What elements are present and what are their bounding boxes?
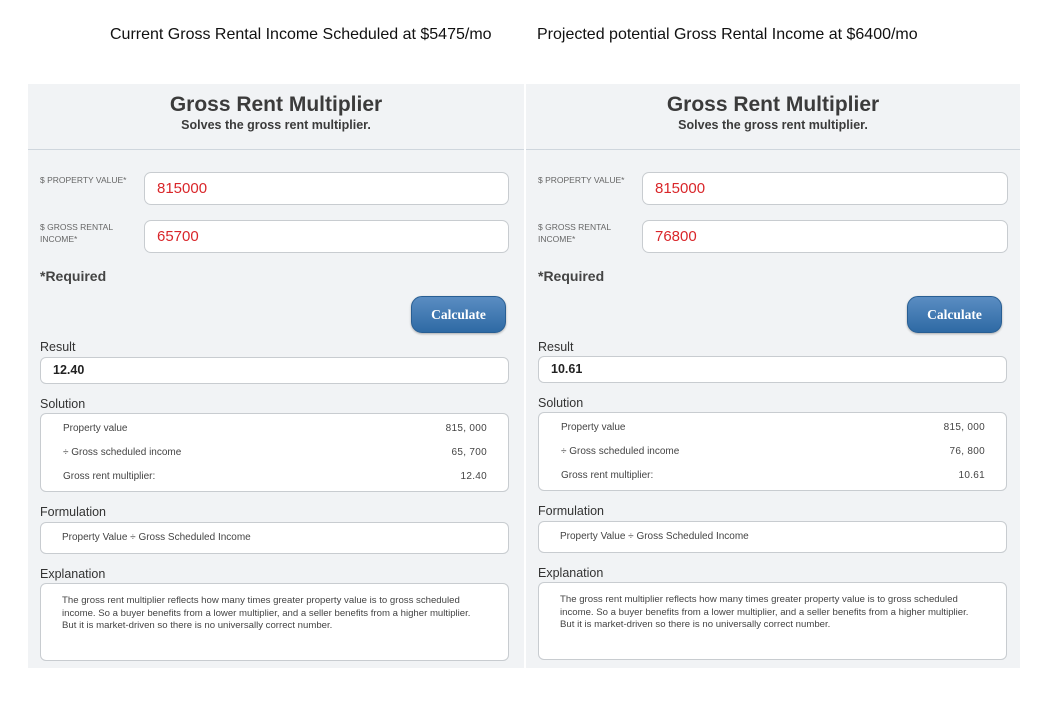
solution-row-gross-income: ÷ Gross scheduled income 65, 700: [41, 441, 508, 465]
required-note: *Required: [40, 268, 107, 284]
property-value-label: $ PROPERTY VALUE*: [538, 175, 625, 185]
property-value-label: $ PROPERTY VALUE*: [40, 175, 127, 185]
gross-income-label: $ GROSS RENTAL INCOME*: [538, 222, 611, 244]
formulation-label: Formulation: [40, 505, 106, 519]
calculator-panel-current: Gross Rent Multiplier Solves the gross r…: [28, 84, 524, 668]
result-label: Result: [40, 340, 76, 354]
solution-row-value: 815, 000: [445, 423, 487, 434]
explanation-text: The gross rent multiplier reflects how m…: [62, 595, 471, 631]
explanation-label: Explanation: [538, 566, 604, 580]
formulation-box: Property Value ÷ Gross Scheduled Income: [538, 521, 1007, 553]
result-value: 12.40: [53, 363, 85, 377]
explanation-box: The gross rent multiplier reflects how m…: [40, 583, 509, 661]
solution-row-label: Gross rent multiplier:: [63, 471, 156, 482]
calculate-button[interactable]: Calculate: [411, 296, 506, 333]
result-box: 10.61: [538, 356, 1007, 383]
formulation-text: Property Value ÷ Gross Scheduled Income: [560, 531, 749, 542]
solution-row-value: 65, 700: [451, 447, 487, 458]
panel-subtitle: Solves the gross rent multiplier.: [678, 118, 868, 132]
solution-label: Solution: [538, 396, 584, 410]
calculator-panel-projected: Gross Rent Multiplier Solves the gross r…: [526, 84, 1020, 668]
explanation-label: Explanation: [40, 567, 106, 581]
result-box: 12.40: [40, 357, 509, 384]
formulation-text: Property Value ÷ Gross Scheduled Income: [62, 532, 251, 543]
explanation-box: The gross rent multiplier reflects how m…: [538, 582, 1007, 660]
projected-income-caption: Projected potential Gross Rental Income …: [537, 26, 918, 43]
solution-row-label: Property value: [63, 423, 128, 434]
panel-header: Gross Rent Multiplier Solves the gross r…: [526, 84, 1020, 150]
solution-row-label: ÷ Gross scheduled income: [561, 446, 680, 457]
gross-income-label: $ GROSS RENTAL INCOME*: [40, 222, 113, 244]
solution-row-value: 815, 000: [943, 422, 985, 433]
explanation-text: The gross rent multiplier reflects how m…: [560, 594, 969, 630]
required-note: *Required: [538, 268, 605, 284]
calculate-button[interactable]: Calculate: [907, 296, 1002, 333]
solution-row-property-value: Property value 815, 000: [539, 416, 1006, 440]
formulation-label: Formulation: [538, 504, 604, 518]
solution-box: Property value 815, 000 ÷ Gross schedule…: [40, 413, 509, 492]
panel-title: Gross Rent Multiplier: [666, 93, 880, 116]
panel-header: Gross Rent Multiplier Solves the gross r…: [28, 84, 524, 150]
solution-row-label: Gross rent multiplier:: [561, 470, 654, 481]
current-income-caption: Current Gross Rental Income Scheduled at…: [110, 26, 492, 43]
result-label: Result: [538, 340, 574, 354]
solution-box: Property value 815, 000 ÷ Gross schedule…: [538, 412, 1007, 491]
panel-subtitle: Solves the gross rent multiplier.: [181, 118, 371, 132]
formulation-box: Property Value ÷ Gross Scheduled Income: [40, 522, 509, 554]
solution-label: Solution: [40, 397, 86, 411]
solution-row-multiplier: Gross rent multiplier: 12.40: [41, 465, 508, 489]
solution-row-multiplier: Gross rent multiplier: 10.61: [539, 464, 1006, 488]
gross-income-input[interactable]: 76800: [642, 220, 1008, 253]
result-value: 10.61: [551, 362, 583, 376]
property-value-input[interactable]: 815000: [642, 172, 1008, 205]
solution-row-property-value: Property value 815, 000: [41, 417, 508, 441]
solution-row-label: ÷ Gross scheduled income: [63, 447, 182, 458]
solution-row-value: 76, 800: [949, 446, 985, 457]
solution-row-value: 10.61: [958, 470, 985, 481]
solution-row-gross-income: ÷ Gross scheduled income 76, 800: [539, 440, 1006, 464]
panel-title: Gross Rent Multiplier: [169, 93, 383, 116]
gross-income-input[interactable]: 65700: [144, 220, 509, 253]
property-value-input[interactable]: 815000: [144, 172, 509, 205]
solution-row-label: Property value: [561, 422, 626, 433]
solution-row-value: 12.40: [460, 471, 487, 482]
